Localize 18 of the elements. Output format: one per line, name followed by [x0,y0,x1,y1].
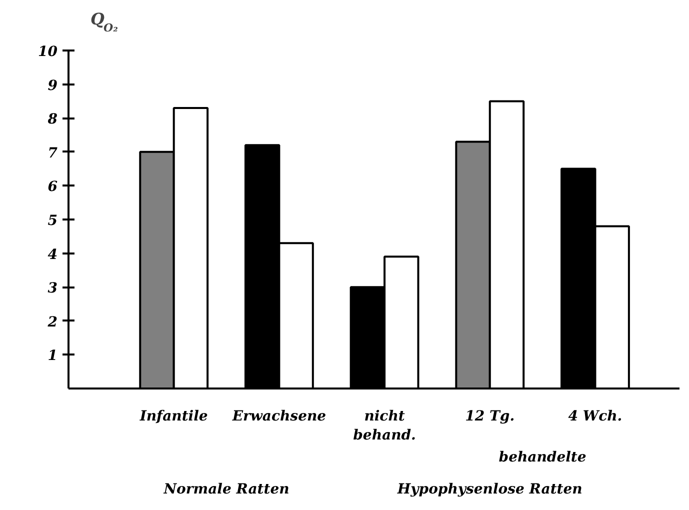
y-tick-label: 5 [48,213,58,229]
y-tick-label: 2 [46,314,58,330]
y-tick-label: 1 [48,348,58,364]
text: Normale Ratten [162,482,290,498]
text: Hypophysenlose Ratten [396,482,582,498]
y-tick-label: 4 [48,246,58,263]
y-tick-label: 8 [46,112,58,128]
text: behandelte [498,450,586,466]
x-tick-label: Erwachsene [231,408,326,424]
y-tick-label: 9 [48,78,58,94]
y-tick-label: 7 [48,145,58,162]
x-tick-label: 12 Tg. [465,408,515,424]
y-tick-label: 10 [38,44,58,60]
x-tick-label: Infantile [138,408,208,424]
y-tick-label: 6 [48,179,58,196]
x-tick-label: nicht behand. [353,408,416,444]
y-tick-label: 3 [48,280,58,297]
x-tick-label: 4 Wch. [568,408,622,424]
